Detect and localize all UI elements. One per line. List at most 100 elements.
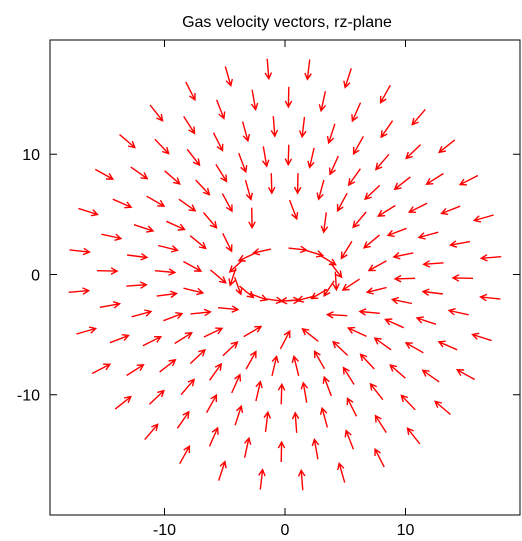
velocity-arrow [149,104,164,122]
velocity-arrow [347,168,361,187]
velocity-arrow [279,296,300,305]
velocity-arrow [190,308,212,317]
velocity-arrow [411,108,426,126]
velocity-arrow [417,231,439,240]
velocity-arrow [301,327,319,342]
velocity-arrow [479,254,502,262]
velocity-arrow [156,290,178,299]
velocity-arrow [291,354,300,376]
y-tick-label: 10 [22,147,40,164]
velocity-arrow [176,410,190,429]
velocity-arrow [101,233,123,241]
velocity-arrow [288,245,308,254]
velocity-arrow [126,364,145,377]
velocity-arrow [270,116,279,138]
velocity-arrow [325,311,348,319]
velocity-arrow [367,260,387,272]
velocity-arrow [422,260,444,268]
velocity-arrow [298,116,307,139]
velocity-arrow [255,380,263,402]
velocity-arrow [279,329,291,350]
velocity-arrow [471,332,492,342]
velocity-arrow [203,327,224,338]
velocity-arrow [336,192,348,213]
velocity-arrow [119,133,136,149]
velocity-arrow [261,146,270,168]
velocity-arrow [300,381,309,403]
velocity-arrow [329,262,343,279]
velocity-arrow [284,144,293,167]
velocity-arrow [343,68,352,89]
velocity-arrow [234,404,244,426]
velocity-arrow [231,373,242,394]
velocity-arrow [344,429,355,450]
velocity-arrow [364,184,381,201]
velocity-arrow [78,207,99,217]
velocity-arrow [271,354,279,377]
y-tick-label: -10 [17,388,40,405]
velocity-arrow [438,139,456,154]
velocity-arrow [238,152,248,174]
velocity-arrow [472,214,494,223]
velocity-arrow [379,84,391,105]
velocity-arrow [316,179,325,201]
velocity-arrow [293,173,302,195]
velocity-arrow [479,293,501,302]
velocity-arrow [183,260,203,272]
velocity-arrow [250,89,259,111]
velocity-arrow [126,281,148,289]
velocity-arrow [205,393,218,413]
velocity-arrow [234,277,243,296]
velocity-arrow [362,234,380,249]
velocity-arrow [421,369,440,383]
velocity-arrow [252,248,272,256]
axes-layer: -10 0 10 10 0 -10 [17,39,521,539]
velocity-arrow [365,286,387,295]
velocity-arrow [384,318,404,329]
velocity-arrow [277,440,286,463]
velocity-arrow [159,358,177,373]
velocity-arrow [183,116,196,135]
velocity-arrow [322,375,332,397]
velocity-arrow [164,170,181,185]
velocity-arrow [267,173,276,195]
velocity-arrow [359,353,375,370]
velocity-arrow [421,288,443,296]
velocity-arrow [228,267,237,287]
velocity-arrow [202,212,218,229]
velocity-arrow [352,211,367,229]
velocity-arrow [112,198,133,209]
velocity-arrow [148,389,165,405]
velocity-arrow [218,305,240,313]
velocity-arrow [326,123,336,145]
velocity-arrow [277,382,286,405]
velocity-arrow [447,308,469,316]
velocity-arrow [377,204,396,217]
plot-frame [49,39,521,516]
velocity-arrow [437,340,458,351]
velocity-arrow [130,166,149,180]
velocity-arrow [76,326,98,335]
velocity-arrow [239,285,255,299]
x-tick-label: -10 [153,522,176,539]
velocity-arrow [307,147,315,169]
velocity-arrow [244,180,253,201]
velocity-arrow [374,153,390,171]
velocity-arrow [320,212,329,234]
velocity-arrow [448,240,471,248]
velocity-arrow [131,309,153,318]
velocity-arrow [425,172,444,185]
velocity-arrow [166,220,186,231]
velocity-arrow [243,325,263,338]
velocity-arrow [209,362,223,381]
velocity-arrow [323,280,335,298]
velocity-arrow [245,350,257,370]
velocity-arrow [352,136,365,156]
velocity-arrow [163,312,184,322]
velocity-arrow [393,176,411,191]
velocity-arrow [189,348,206,365]
x-tick-label: 10 [397,522,415,539]
velocity-arrow [313,350,326,370]
velocity-arrow [195,179,211,196]
